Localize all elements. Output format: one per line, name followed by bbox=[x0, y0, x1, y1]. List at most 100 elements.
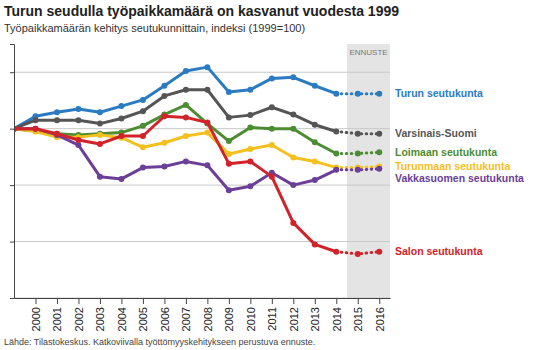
series-line bbox=[14, 105, 336, 154]
y-tick bbox=[10, 242, 14, 243]
y-tick bbox=[10, 185, 14, 186]
series-marker bbox=[355, 151, 361, 157]
y-tick-mark bbox=[10, 72, 14, 73]
series-marker bbox=[247, 112, 253, 118]
series-marker bbox=[312, 83, 318, 89]
series-marker bbox=[161, 83, 167, 89]
series-line bbox=[14, 129, 336, 191]
series-marker bbox=[247, 183, 253, 189]
series-marker bbox=[75, 117, 81, 123]
series-marker bbox=[290, 126, 296, 132]
series-marker bbox=[355, 131, 361, 137]
series-marker bbox=[183, 133, 189, 139]
x-tick-mark bbox=[35, 298, 36, 304]
series-marker bbox=[118, 116, 124, 122]
x-tick-mark bbox=[78, 298, 79, 304]
series-marker bbox=[161, 113, 167, 119]
series-marker bbox=[118, 133, 124, 139]
x-tick-mark bbox=[57, 298, 58, 304]
x-tick-mark bbox=[379, 298, 380, 304]
series-marker bbox=[54, 131, 60, 137]
series-marker bbox=[140, 108, 146, 114]
series-marker bbox=[97, 174, 103, 180]
series-marker bbox=[204, 64, 210, 70]
series-label: Turun seutukunta bbox=[395, 87, 483, 99]
series-marker bbox=[226, 151, 232, 157]
series-marker bbox=[118, 176, 124, 182]
x-tick-mark bbox=[186, 298, 187, 304]
series-label: Vakkasuomen seutukunta bbox=[395, 172, 524, 184]
series-marker bbox=[333, 128, 339, 134]
series-marker bbox=[161, 163, 167, 169]
y-tick-mark bbox=[10, 242, 14, 243]
x-tick-label: 2007 bbox=[180, 307, 192, 331]
x-tick: 2001 bbox=[51, 298, 63, 331]
title: Turun seudulla työpaikkamäärä on kasvanu… bbox=[4, 3, 399, 19]
series-label: Salon seutukunta bbox=[395, 245, 483, 257]
y-axis bbox=[10, 45, 15, 299]
series-marker bbox=[32, 126, 38, 132]
x-axis-line bbox=[15, 298, 391, 299]
series-marker bbox=[290, 112, 296, 118]
plot-area bbox=[14, 44, 390, 298]
x-tick: 2002 bbox=[73, 298, 85, 331]
x-tick: 2000 bbox=[30, 298, 42, 331]
series-marker bbox=[118, 103, 124, 109]
series-marker bbox=[333, 249, 339, 255]
x-tick-mark bbox=[121, 298, 122, 304]
series-group bbox=[14, 87, 382, 137]
series-marker bbox=[204, 119, 210, 125]
series-marker bbox=[247, 87, 253, 93]
series-label: Turunmaan seutukunta bbox=[395, 160, 510, 172]
series-marker bbox=[97, 109, 103, 115]
x-tick-label: 2009 bbox=[223, 307, 235, 331]
series-marker bbox=[204, 130, 210, 136]
grid-line bbox=[14, 128, 390, 129]
series-marker bbox=[290, 74, 296, 80]
series-marker bbox=[161, 93, 167, 99]
series-marker bbox=[140, 144, 146, 150]
series-marker bbox=[32, 117, 38, 123]
x-tick-mark bbox=[207, 298, 208, 304]
x-tick-label: 2008 bbox=[202, 307, 214, 331]
forecast-band bbox=[347, 44, 390, 298]
series-marker bbox=[290, 182, 296, 188]
series-marker bbox=[269, 104, 275, 110]
subtitle: Työpaikkamäärän kehitys seutukunnittain,… bbox=[4, 22, 305, 34]
series-marker bbox=[312, 177, 318, 183]
series-marker bbox=[247, 146, 253, 152]
x-tick-label: 2005 bbox=[137, 307, 149, 331]
x-tick: 2012 bbox=[288, 298, 300, 331]
x-tick-label: 2010 bbox=[245, 307, 257, 331]
x-tick: 2010 bbox=[245, 298, 257, 331]
series-marker bbox=[290, 154, 296, 160]
series-marker bbox=[290, 220, 296, 226]
x-tick-label: 2011 bbox=[266, 307, 278, 331]
series-marker bbox=[269, 75, 275, 81]
grid-line bbox=[14, 185, 390, 186]
x-tick-mark bbox=[293, 298, 294, 304]
chart-svg: Turun seudulla työpaikkamäärä on kasvanu… bbox=[0, 0, 540, 350]
series-marker bbox=[312, 122, 318, 128]
x-tick: 2003 bbox=[94, 298, 106, 331]
series-marker bbox=[312, 158, 318, 164]
series-marker bbox=[269, 126, 275, 132]
x-tick-mark bbox=[250, 298, 251, 304]
x-tick-label: 2002 bbox=[73, 307, 85, 331]
series-marker bbox=[97, 132, 103, 138]
series-marker bbox=[54, 109, 60, 115]
x-tick-label: 2014 bbox=[331, 307, 343, 331]
chart-container: Turun seudulla työpaikkamäärä on kasvanu… bbox=[0, 0, 540, 350]
y-tick bbox=[10, 298, 14, 299]
x-tick: 2014 bbox=[331, 298, 343, 331]
series-group bbox=[14, 113, 382, 257]
x-tick-mark bbox=[315, 298, 316, 304]
series-line bbox=[14, 116, 336, 251]
series-marker bbox=[333, 167, 339, 173]
series-marker bbox=[376, 149, 382, 155]
series-marker bbox=[312, 139, 318, 145]
series-marker bbox=[54, 131, 60, 137]
x-tick-mark bbox=[143, 298, 144, 304]
x-tick-label: 2003 bbox=[94, 307, 106, 331]
x-tick: 2008 bbox=[202, 298, 214, 331]
